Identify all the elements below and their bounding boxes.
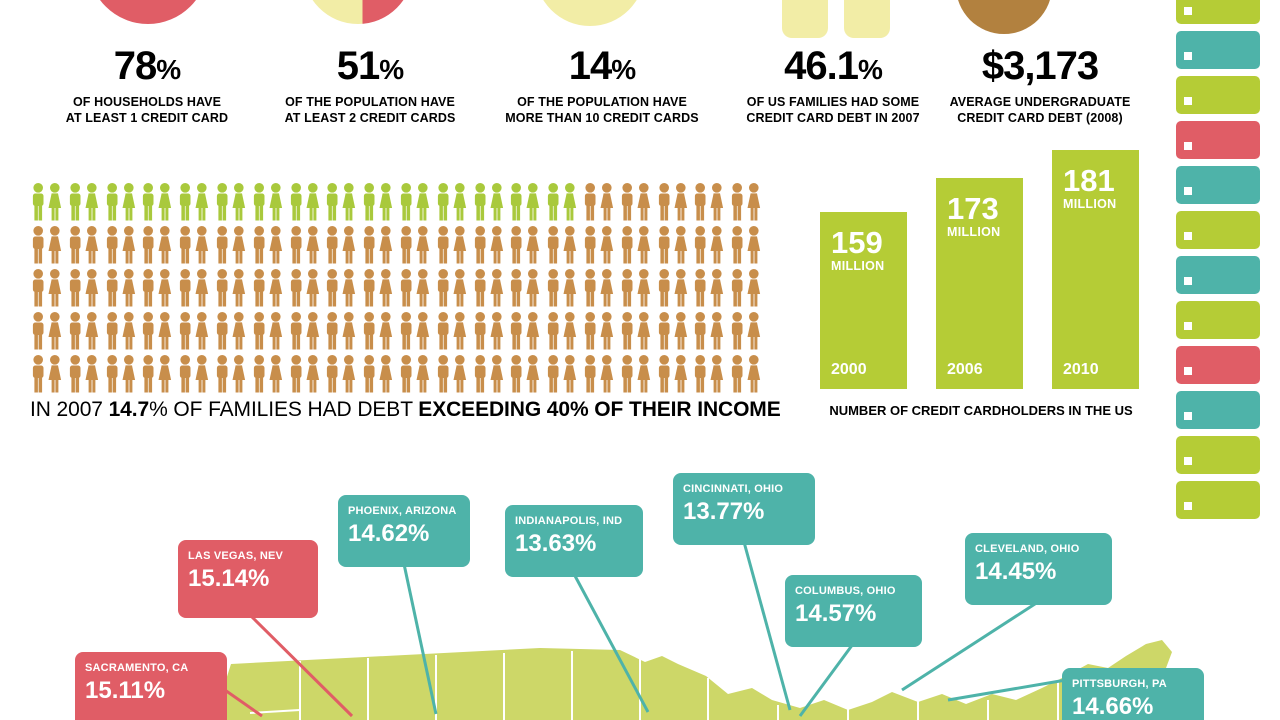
credit-card-icon <box>1176 391 1260 429</box>
callout-city: PHOENIX, ARIZONA <box>348 505 457 517</box>
callout-value: 14.57% <box>795 600 877 627</box>
callout-city: CINCINNATI, OHIO <box>683 483 784 495</box>
card-chip <box>1184 322 1192 330</box>
bar-value: 181 <box>1063 163 1115 198</box>
stat-families-debt-2007: 46.1% OF US FAMILIES HAD SOME CREDIT CARD… <box>713 44 953 126</box>
stat-undergrad-debt: $3,173 AVERAGE UNDERGRADUATE CREDIT CARD … <box>920 44 1160 126</box>
map-callout-sacramento: SACRAMENTO, CA 15.11% <box>75 652 227 720</box>
stat-label: OF US FAMILIES HAD SOME CREDIT CARD DEBT … <box>746 95 920 125</box>
callout-value: 15.14% <box>188 565 270 592</box>
map-callout-columbus: COLUMBUS, OHIO 14.57% <box>785 575 922 647</box>
callout-value: 15.11% <box>85 677 166 704</box>
bar-unit: MILLION <box>1063 197 1117 211</box>
map-callout-indianapolis: INDIANAPOLIS, IND 13.63% <box>505 505 643 577</box>
credit-card-icon <box>1176 346 1260 384</box>
stat-value: 14% <box>568 44 636 88</box>
bar-value: 159 <box>831 225 883 260</box>
card-chip <box>1184 187 1192 195</box>
bar-2010: 181 MILLION 2010 <box>1052 150 1139 389</box>
card-chip <box>1184 457 1192 465</box>
credit-card-icon <box>1176 436 1260 474</box>
bar-2006: 173 MILLION 2006 <box>936 178 1023 389</box>
credit-card-icon <box>1176 256 1260 294</box>
credit-card-icon <box>1176 301 1260 339</box>
stat-label: OF HOUSEHOLDS HAVE AT LEAST 1 CREDIT CARD <box>65 95 229 125</box>
stat-households-one-card: 78% OF HOUSEHOLDS HAVE AT LEAST 1 CREDIT … <box>27 44 267 126</box>
stat-population-ten-cards: 14% OF THE POPULATION HAVE MORE THAN 10 C… <box>482 44 722 126</box>
bar-unit: MILLION <box>947 225 1001 239</box>
callout-value: 13.77% <box>683 498 765 525</box>
card-chip <box>1184 367 1192 375</box>
map-callout-cincinnati: CINCINNATI, OHIO 13.77% <box>673 473 815 545</box>
bar-unit: MILLION <box>831 259 885 273</box>
bar-year: 2000 <box>831 361 867 378</box>
map-callout-cleveland: CLEVELAND, OHIO 14.45% <box>965 533 1112 605</box>
credit-card-icon <box>1176 121 1260 159</box>
stat-label: OF THE POPULATION HAVE AT LEAST 2 CREDIT … <box>284 95 456 125</box>
card-chip <box>1184 232 1192 240</box>
callout-city: SACRAMENTO, CA <box>85 662 189 674</box>
credit-card-icon <box>1176 481 1260 519</box>
callout-value: 14.62% <box>348 520 430 547</box>
callout-city: LAS VEGAS, NEV <box>188 550 284 562</box>
map-callout-las-vegas: LAS VEGAS, NEV 15.14% <box>178 540 318 618</box>
callout-city: PITTSBURGH, PA <box>1072 678 1167 690</box>
bar-year: 2006 <box>947 361 983 378</box>
card-chip <box>1184 277 1192 285</box>
card-stack <box>1176 0 1260 526</box>
credit-card-icon <box>1176 31 1260 69</box>
pictogram-caption: IN 2007 14.7% OF FAMILIES HAD DEBT EXCEE… <box>30 398 781 421</box>
map-callout-phoenix: PHOENIX, ARIZONA 14.62% <box>338 495 470 567</box>
callout-city: COLUMBUS, OHIO <box>795 585 896 597</box>
stat-value: 46.1% <box>784 44 883 88</box>
stat-label: AVERAGE UNDERGRADUATE CREDIT CARD DEBT (2… <box>949 95 1131 125</box>
partial-yellow-icon <box>844 0 890 38</box>
card-chip <box>1184 412 1192 420</box>
stat-label: OF THE POPULATION HAVE MORE THAN 10 CREDI… <box>505 95 699 125</box>
map-land <box>213 640 1196 720</box>
card-chip <box>1184 52 1192 60</box>
callout-value: 13.63% <box>515 530 597 557</box>
bar-value: 173 <box>947 191 999 226</box>
stat-population-two-cards: 51% OF THE POPULATION HAVE AT LEAST 2 CRE… <box>250 44 490 126</box>
map-callout-pittsburgh: PITTSBURGH, PA 14.66% <box>1062 668 1204 720</box>
bar-2000: 159 MILLION 2000 <box>820 212 907 389</box>
callout-value: 14.45% <box>975 558 1057 585</box>
callout-connectors <box>221 541 1067 718</box>
credit-card-icon <box>1176 211 1260 249</box>
credit-card-icon <box>1176 166 1260 204</box>
callout-city: INDIANAPOLIS, IND <box>515 515 623 527</box>
credit-card-icon <box>1176 76 1260 114</box>
bar-year: 2010 <box>1063 361 1099 378</box>
card-chip <box>1184 7 1192 15</box>
callout-value: 14.66% <box>1072 693 1154 720</box>
callout-city: CLEVELAND, OHIO <box>975 543 1080 555</box>
stat-value: $3,173 <box>981 44 1099 88</box>
bar-chart-title: NUMBER OF CREDIT CARDHOLDERS IN THE US <box>829 403 1133 418</box>
card-chip <box>1184 97 1192 105</box>
stat-value: 51% <box>336 44 404 88</box>
card-chip <box>1184 142 1192 150</box>
credit-card-icon <box>1176 0 1260 24</box>
partial-yellow-icon <box>782 0 828 38</box>
stat-value: 78% <box>113 44 181 88</box>
card-chip <box>1184 502 1192 510</box>
